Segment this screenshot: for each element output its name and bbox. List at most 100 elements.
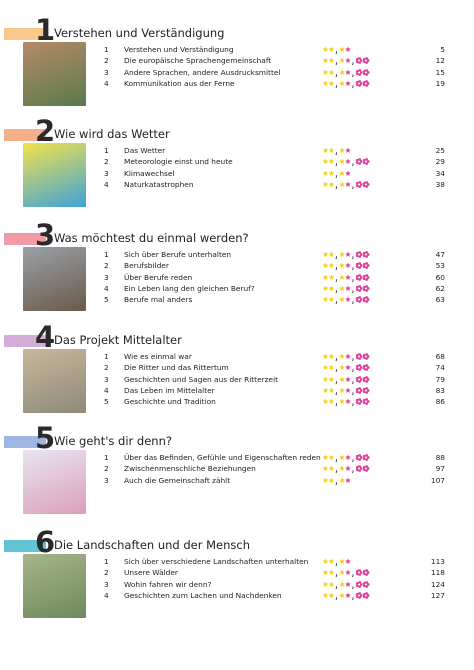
item-title: Berufe mal anders [124,295,193,305]
item-title: Das Wetter [124,146,166,155]
chapter-image [23,42,86,106]
chapter-title: Wie geht's dir denn? [54,434,172,448]
item-number: 3 [104,475,109,485]
chapter-image [23,247,86,311]
chapter-bar [4,540,46,552]
chapter-bar [4,28,46,40]
chapter-image [23,349,86,413]
difficulty-icons [322,46,351,55]
item-page: 25 [435,146,445,155]
item-number: 4 [104,590,109,600]
chapter-title: Verstehen und Verständigung [54,26,225,40]
difficulty-icons [322,364,370,373]
chapter-number: 1 [35,13,56,47]
item-number: 4 [104,385,109,395]
chapter-image [23,143,86,207]
item-number: 2 [104,261,109,271]
item-title: Meteorologie einst und heute [124,157,233,167]
item-number: 4 [104,283,109,293]
item-number: 2 [104,56,109,66]
difficulty-icons [322,477,351,485]
chapter-number: 4 [35,320,56,354]
item-title: Unsere Wälder [124,568,178,578]
item-page: 97 [435,464,445,474]
item-title: Geschichte und Tradition [124,397,216,407]
difficulty-icons [322,79,370,89]
item-title: Geschichten und Sagen aus der Ritterzeit [124,374,279,384]
item-page: 47 [435,250,445,259]
item-number: 3 [104,579,109,589]
item-title: Über das Befinden, Gefühle und Eigenscha… [124,453,321,462]
chapter-number: 3 [35,218,56,252]
chapter-bar [4,129,46,141]
item-number: 3 [104,168,109,178]
item-number: 3 [104,374,109,384]
item-page: 60 [435,272,445,282]
item-page: 62 [435,283,445,293]
item-page: 19 [435,78,445,88]
item-page: 79 [435,374,445,384]
item-page: 53 [435,261,445,271]
item-title: Naturkatastrophen [124,179,194,189]
difficulty-icons [322,465,370,474]
item-title: Sich über verschiedene Landschaften unte… [124,557,309,566]
chapter-title: Die Landschaften und der Mensch [54,538,251,552]
item-page: 107 [430,475,445,485]
item-title: Ein Leben lang den gleichen Beruf? [124,283,255,293]
item-number: 4 [104,78,109,88]
item-number: 2 [104,464,109,474]
item-number: 4 [104,179,109,189]
chapter-number: 2 [35,114,56,148]
difficulty-icons [322,296,370,305]
chapter-image [23,450,86,514]
item-page: 113 [430,557,445,566]
item-title: Wohin fahren wir denn? [124,579,212,589]
item-title: Klimawechsel [124,168,175,178]
item-number: 1 [104,146,109,155]
chapter-title: Das Projekt Mittelalter [54,333,182,347]
item-number: 1 [104,250,109,259]
item-title: Auch die Gemeinschaft zählt [124,475,231,485]
item-number: 3 [104,272,109,282]
difficulty-icons [322,454,370,463]
difficulty-icons [322,591,370,601]
difficulty-icons [322,158,370,167]
item-page: 5 [440,45,445,54]
chapter-bar [4,436,46,448]
item-page: 86 [435,397,445,407]
item-page: 124 [430,579,445,589]
item-page: 68 [435,352,445,361]
item-title: Andere Sprachen, andere Ausdrucksmittel [124,67,281,77]
item-number: 1 [104,453,109,462]
item-title: Verstehen und Verständigung [124,45,234,54]
difficulty-icons [322,273,370,282]
item-number: 2 [104,568,109,578]
item-number: 5 [104,295,109,305]
chapter-number: 5 [35,421,56,455]
difficulty-icons [322,558,351,567]
difficulty-icons [322,580,370,589]
item-page: 74 [435,363,445,373]
chapter-title: Wie wird das Wetter [54,127,170,141]
item-number: 3 [104,67,109,77]
difficulty-icons [322,398,370,407]
chapter-number: 6 [35,525,56,559]
chapter-title: Was möchtest du einmal werden? [54,231,249,245]
difficulty-icons [322,353,370,362]
item-page: 29 [435,157,445,167]
item-page: 12 [435,56,445,66]
item-title: Sich über Berufe unterhalten [124,250,232,259]
item-title: Geschichten zum Lachen und Nachdenken [124,590,282,600]
item-page: 15 [435,67,445,77]
item-title: Zwischenmenschliche Beziehungen [124,464,256,474]
item-page: 88 [435,453,445,462]
item-title: Über Berufe reden [124,272,193,282]
difficulty-icons [322,262,370,271]
difficulty-icons [322,68,370,77]
difficulty-icons [322,57,370,66]
item-title: Das Leben im Mittelalter [124,385,215,395]
item-title: Die europäische Sprachengemeinschaft [124,56,272,66]
item-number: 2 [104,363,109,373]
item-number: 5 [104,397,109,407]
